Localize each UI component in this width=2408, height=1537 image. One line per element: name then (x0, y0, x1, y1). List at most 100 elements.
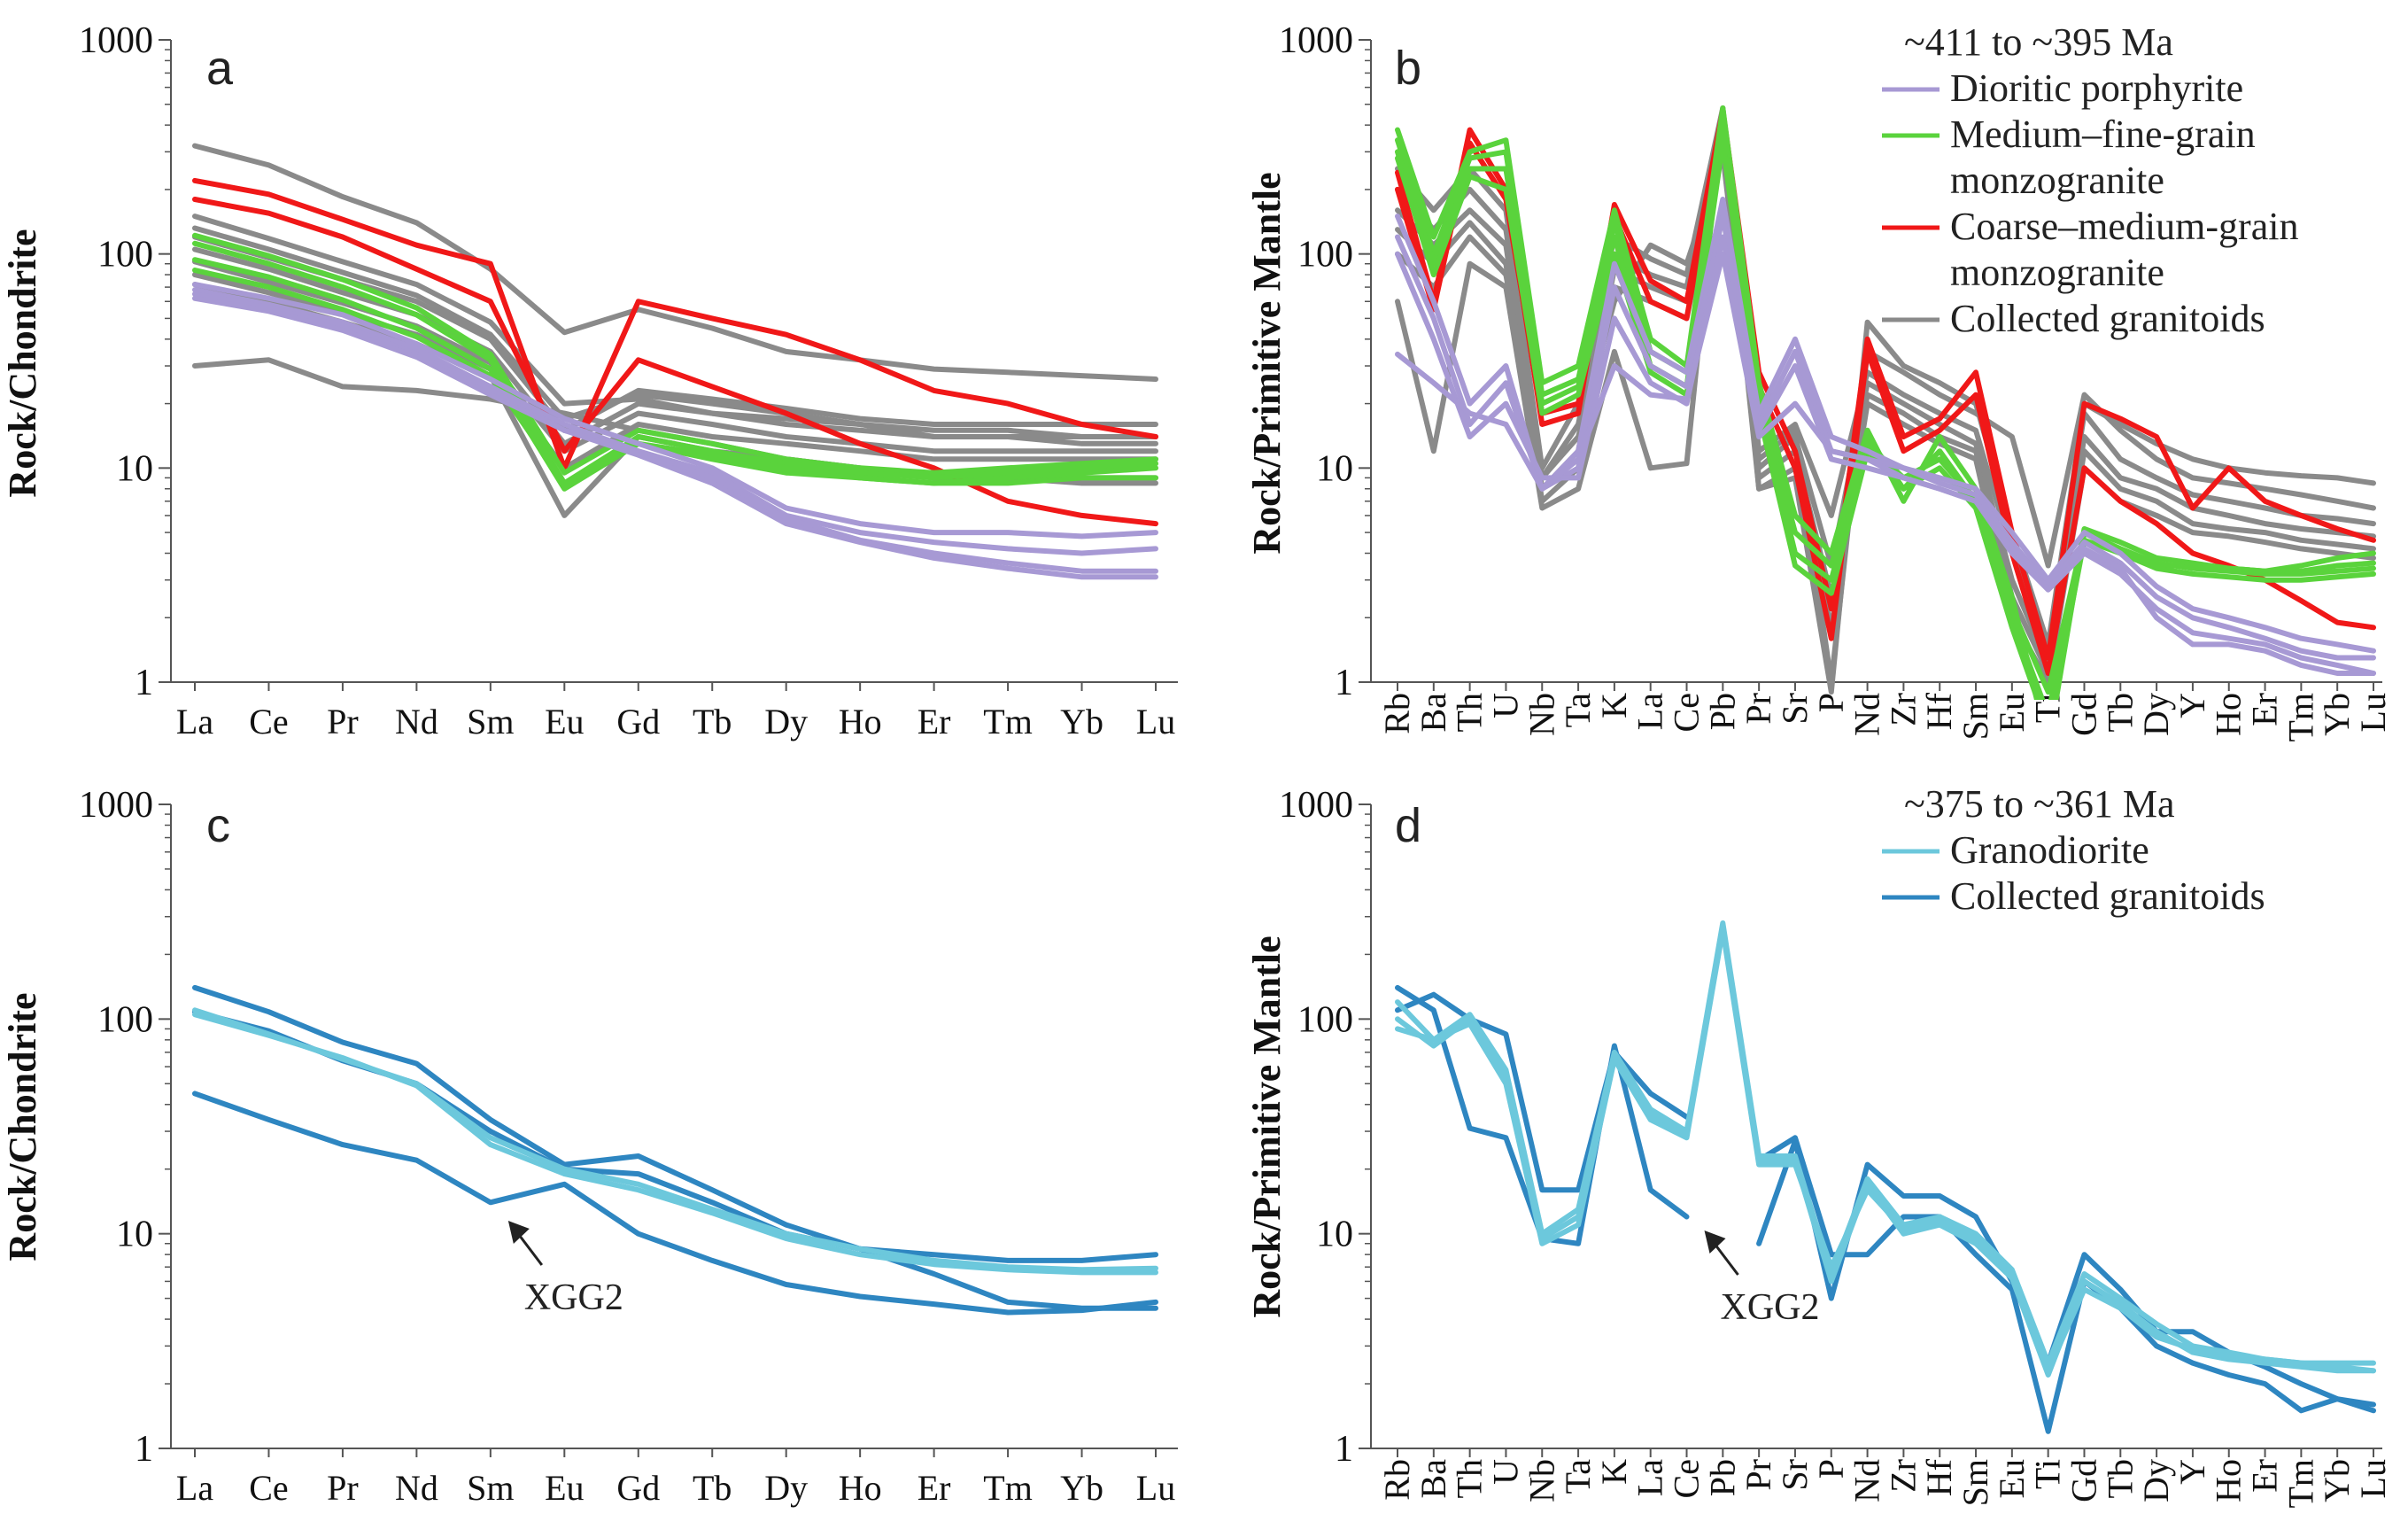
x-tick-label-sm: Sm (467, 702, 514, 741)
x-tick-label-pb: Pb (1702, 1459, 1742, 1496)
x-tick-label-eu: Eu (545, 702, 584, 741)
series-line-red-7 (1395, 115, 2376, 676)
x-tick-label-y: Y (2172, 693, 2212, 718)
x-tick-label-pr: Pr (1738, 693, 1778, 725)
y-tick-label: 10 (1316, 1215, 1353, 1255)
y-tick-label: 100 (1297, 999, 1353, 1040)
x-tick-label-er: Er (2245, 693, 2285, 726)
x-tick-label-p: P (1811, 1459, 1851, 1479)
y-tick-label: 10 (1316, 448, 1353, 489)
x-tick-label-tm: Tm (2280, 693, 2320, 742)
x-tick-label-la: La (1630, 1459, 1670, 1496)
legend-label-green: Medium–fine-grain (1950, 113, 2256, 156)
legend-label-red-line2: monzogranite (1950, 251, 2164, 294)
series-line-light_blue-4 (1395, 927, 2376, 1374)
annotation-arrow-head (507, 1221, 530, 1244)
x-tick-label-yb: Yb (1060, 702, 1103, 741)
y-tick-label: 1000 (79, 785, 153, 826)
x-tick-label-eu: Eu (1992, 1459, 2032, 1498)
series-line-dark_blue-0 (1395, 984, 1690, 1246)
x-tick-label-dy: Dy (764, 1468, 808, 1508)
x-tick-label-tb: Tb (2100, 693, 2140, 732)
y-tick-label: 100 (1297, 235, 1353, 276)
x-tick-label-zr: Zr (1883, 1459, 1923, 1493)
y-tick-label: 10 (116, 448, 153, 489)
series-line-purple-12 (1395, 197, 2376, 654)
series-group (192, 143, 1158, 580)
x-tick-label-eu: Eu (545, 1468, 584, 1508)
x-tick-label-ho: Ho (839, 702, 882, 741)
x-tick-label-pr: Pr (327, 1468, 359, 1508)
x-tick-label-ba: Ba (1413, 693, 1453, 733)
x-tick-label-ta: Ta (1558, 693, 1598, 728)
x-tick-label-tm: Tm (2280, 1459, 2320, 1509)
x-tick-label-sm: Sm (1955, 693, 1995, 740)
y-tick-label: 1 (135, 663, 153, 703)
x-tick-label-hf: Hf (1919, 692, 1959, 730)
panel-letter-d: d (1395, 799, 1421, 852)
series-line-purple-18 (192, 295, 1158, 580)
x-tick-label-pr: Pr (1738, 1459, 1778, 1491)
x-tick-label-u: U (1485, 1459, 1525, 1485)
x-tick-label-la: La (1630, 693, 1670, 730)
series-line-gray-3 (1395, 140, 2376, 685)
x-tick-label-sr: Sr (1775, 693, 1815, 725)
x-tick-label-ti: Ti (2028, 1459, 2068, 1489)
panel-a: 1 10 100 1000 La Ce Pr Nd Sm Eu Gd Tb Dy Ho Er Tm Yb Lu Ro… (1, 20, 1178, 741)
x-tick-label-tb: Tb (693, 702, 732, 741)
legend-label-light_blue: Granodiorite (1950, 828, 2149, 872)
series-line-green-14 (192, 268, 1158, 486)
legend-label-red: Coarse–medium-grain (1950, 205, 2298, 248)
x-tick-label-gd: Gd (2063, 1459, 2103, 1502)
panel-c: 1 10 100 1000 La Ce Pr Nd Sm Eu Gd Tb Dy Ho Er Tm Yb Lu Ro… (1, 785, 1178, 1508)
y-tick-label: 100 (97, 235, 153, 276)
x-tick-label-th: Th (1450, 693, 1490, 732)
x-tick-label-er: Er (918, 702, 951, 741)
x-tick-label-rb: Rb (1377, 693, 1417, 734)
x-tick-label-gd: Gd (616, 1468, 660, 1508)
series-group (1395, 920, 2376, 1434)
x-tick-label-yb: Yb (1060, 1468, 1103, 1508)
x-tick-label-dy: Dy (2136, 693, 2176, 736)
x-tick-label-ho: Ho (839, 1468, 882, 1508)
annotation-arrow-shaft (515, 1231, 544, 1266)
y-axis-title: Rock/Primitive Mantle (1245, 935, 1289, 1317)
x-tick-label-gd: Gd (2063, 693, 2103, 736)
y-tick-label: 1000 (79, 20, 153, 61)
y-tick-label: 100 (97, 999, 153, 1040)
annotation-label: XGG2 (524, 1277, 623, 1318)
series-line-gray-0 (192, 143, 1158, 382)
x-tick-label-u: U (1485, 693, 1525, 718)
y-tick-label: 1 (135, 1429, 153, 1470)
legend-title: ~375 to ~361 Ma (1904, 782, 2175, 826)
y-axis-title: Rock/Primitive Mantle (1245, 172, 1289, 554)
x-tick-label-la: La (176, 702, 213, 741)
series-line-purple-14 (1395, 234, 2376, 676)
series-line-gray-4 (192, 246, 1158, 446)
x-tick-label-ce: Ce (1667, 693, 1707, 732)
x-tick-label-dy: Dy (2136, 1459, 2176, 1502)
series-line-red-9 (192, 177, 1158, 471)
annotation-arrow-head (1704, 1230, 1726, 1254)
x-tick-label-er: Er (918, 1468, 951, 1508)
x-tick-label-ba: Ba (1413, 1459, 1453, 1499)
y-axis-title: Rock/Chondrite (1, 229, 44, 497)
series-line-gray-4 (1395, 151, 2376, 685)
series-line-green-12 (192, 240, 1158, 486)
x-tick-label-tb: Tb (2100, 1459, 2140, 1498)
x-tick-label-lu: Lu (2353, 693, 2393, 732)
series-group (1395, 105, 2376, 700)
x-tick-label-k: K (1594, 1459, 1634, 1485)
x-tick-label-ce: Ce (249, 702, 288, 741)
series-line-light_blue-2 (1395, 920, 2376, 1374)
series-line-red-10 (192, 197, 1158, 527)
y-tick-label: 1 (1335, 1429, 1353, 1470)
series-line-dark_blue-0 (192, 984, 1158, 1311)
x-tick-label-pr: Pr (327, 702, 359, 741)
x-tick-label-er: Er (2245, 1459, 2285, 1493)
y-tick-label: 1000 (1279, 785, 1353, 826)
x-tick-label-dy: Dy (764, 702, 808, 741)
series-line-purple-15 (192, 282, 1158, 540)
panel-letter-b: b (1395, 42, 1421, 95)
